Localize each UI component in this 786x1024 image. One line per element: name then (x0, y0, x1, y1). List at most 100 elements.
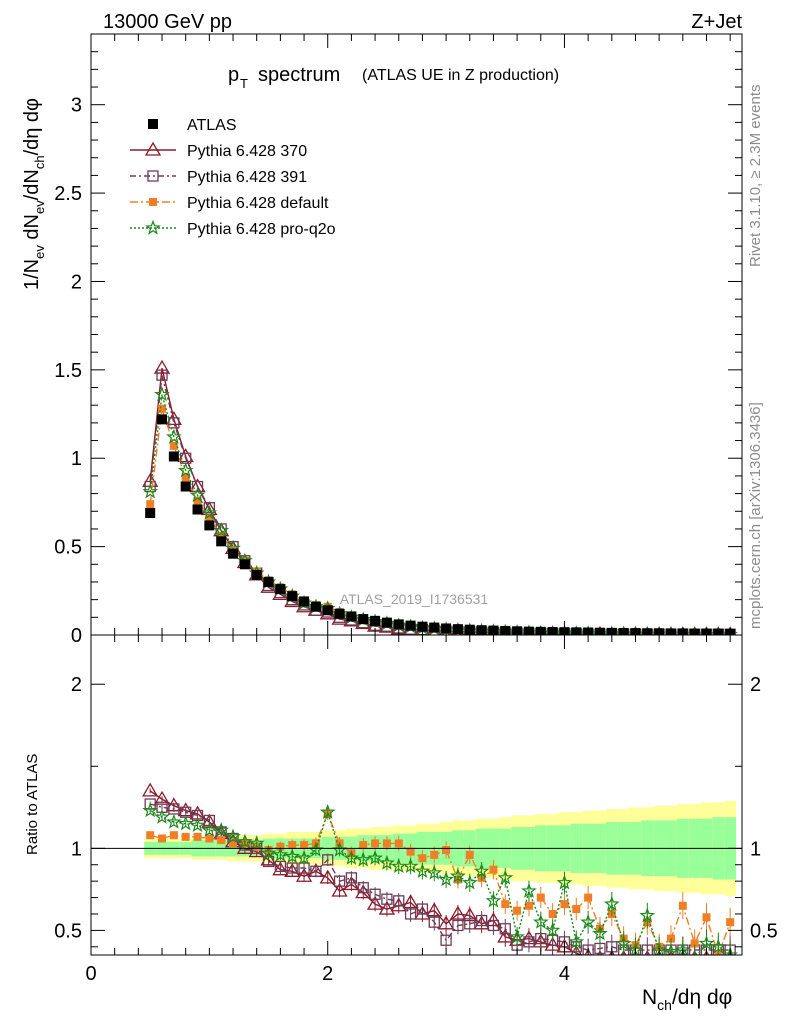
ratio-point (568, 933, 585, 949)
ratio-point (548, 909, 557, 918)
ratio-point (442, 845, 451, 854)
ratio-point (382, 839, 391, 848)
legend-marker (149, 198, 157, 206)
series-point (156, 369, 168, 381)
ratio-point (582, 944, 594, 955)
ratio-point (379, 854, 395, 870)
ratio-point (406, 847, 415, 856)
chart-title-main: spectrum (258, 64, 340, 86)
ratio-tick-label: 0.5 (54, 920, 82, 942)
ratio-point (284, 863, 301, 877)
ratio-point (475, 914, 488, 927)
ratio-point (489, 865, 498, 874)
data-point (500, 625, 511, 635)
axis-ticks: 0 2 400.511.522.530.5 0.51 12 2 (54, 33, 778, 985)
ratio-point (580, 913, 596, 929)
legend-label: Pythia 6.428 391 (187, 169, 307, 186)
legend-marker (147, 170, 159, 182)
y-tick-label: 1 (71, 448, 82, 470)
ratio-point (584, 893, 593, 902)
ratio-point (461, 874, 478, 890)
ratio-y-axis-title: Ratio to ATLAS (24, 754, 41, 855)
ratio-point (437, 915, 455, 930)
ratio-point (272, 846, 289, 862)
chart-title-sub: (ATLAS UE in Z production) (362, 67, 559, 84)
ratio-point (592, 925, 608, 941)
series-point (146, 500, 155, 509)
ratio-point (402, 858, 419, 874)
ratio-point (639, 907, 656, 923)
ratio-plot-frame (90, 634, 743, 956)
ratio-point (499, 923, 511, 935)
ratio-point (369, 888, 381, 900)
ratio-point (355, 851, 372, 867)
ratio-point (288, 841, 297, 850)
ratio-point (359, 841, 368, 850)
data-point (216, 536, 227, 547)
ratio-point (225, 828, 241, 844)
data-point (665, 628, 676, 635)
ratio-point (702, 913, 711, 922)
series-point (203, 502, 216, 514)
ratio-point (319, 869, 336, 884)
ratio-point (690, 939, 699, 948)
ratio-point (181, 832, 190, 841)
ratio-point (692, 950, 697, 955)
series-point (191, 480, 204, 493)
ratio-point (560, 900, 569, 909)
data-point (322, 605, 333, 616)
analysis-watermark: ATLAS_2019_I1736531 (340, 591, 489, 607)
ratio-point (544, 922, 561, 938)
legend-label: Pythia 6.428 pro-q2o (187, 221, 336, 238)
data-point (571, 627, 582, 635)
ratio-point (465, 850, 474, 859)
ratio-point (509, 928, 525, 944)
ratio-point (284, 848, 301, 864)
ratio-point (248, 835, 265, 851)
y-tick-label: 3 (71, 95, 82, 117)
ratio-point (428, 916, 440, 928)
data-point (310, 601, 321, 612)
ratio-point (158, 834, 167, 843)
ratio-point (450, 867, 466, 883)
y-tick-label: 2.5 (54, 183, 82, 205)
ratio-point (698, 935, 715, 951)
ratio-point (416, 903, 429, 915)
series-point (213, 522, 230, 538)
data-point (239, 559, 250, 570)
ratio-point (556, 874, 573, 890)
data-point (547, 626, 558, 635)
ratio-line (149, 809, 731, 955)
ratio-point (286, 862, 298, 874)
data-point (263, 576, 274, 587)
y-tick-label: 1.5 (54, 360, 82, 382)
ratio-point (331, 882, 348, 897)
x-tick-label: 2 (322, 963, 333, 985)
ratio-point (229, 839, 238, 848)
ratio-point (213, 822, 230, 837)
header-left: 13000 GeV pp (103, 11, 232, 33)
ratio-point (153, 790, 171, 805)
ratio-point (322, 854, 334, 866)
y-tick-label: 0 (71, 625, 82, 647)
ratio-point (142, 782, 159, 797)
series-point (142, 483, 159, 499)
legend-label: Pythia 6.428 370 (187, 143, 307, 160)
data-point (228, 548, 239, 559)
chart-title: p T spectrum (ATLAS UE in Z production) (228, 64, 559, 91)
ratio-point (343, 849, 360, 865)
ratio-point (414, 863, 431, 879)
data-point (618, 628, 629, 635)
ratio-point (272, 861, 289, 876)
ratio-tick-label: 1 (71, 838, 82, 860)
ratio-point (260, 845, 277, 860)
series-point (166, 428, 182, 444)
ratio-point (378, 900, 396, 915)
ratio-point (355, 884, 372, 899)
ratio-point (319, 803, 336, 819)
ratio-point (357, 882, 369, 894)
data-point (346, 611, 357, 622)
ratio-point (722, 946, 738, 955)
ratio-point (521, 882, 537, 898)
x-tick-label: 4 (559, 963, 570, 985)
